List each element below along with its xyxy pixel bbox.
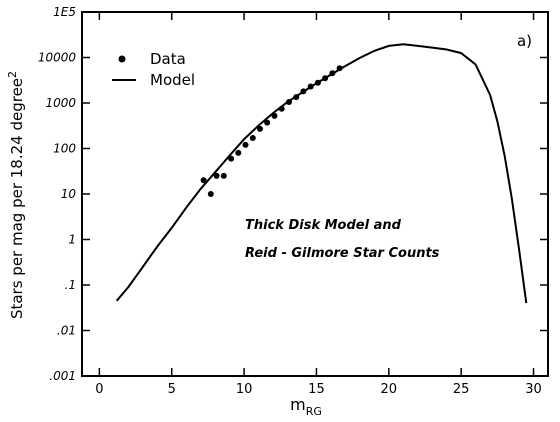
data-point [228, 155, 235, 162]
data-point [336, 65, 343, 72]
x-tick-label: 20 [381, 382, 398, 397]
panel-label: a) [517, 32, 532, 50]
data-point [307, 83, 314, 90]
y-tick-label: 10 [61, 187, 77, 201]
data-point [278, 105, 285, 112]
y-axis-ticks: .001 .01 .1 1 10 100 1000 10000 1E5 [38, 5, 548, 383]
data-point [207, 191, 214, 197]
y-tick-label: .001 [49, 369, 76, 383]
y-tick-label: 1 [68, 233, 76, 247]
y-axis-label-main: Stars per mag per 18.24 degree [8, 78, 26, 319]
y-tick-label: 100 [53, 142, 76, 156]
y-tick-label: .01 [57, 324, 76, 338]
x-tick-label: 25 [453, 382, 470, 397]
annotation-line-1: Thick Disk Model and [245, 218, 402, 233]
data-point [322, 75, 329, 82]
x-tick-label: 5 [168, 382, 176, 397]
data-point [249, 135, 256, 141]
y-tick-label: 10000 [38, 51, 77, 65]
data-point [329, 70, 336, 77]
x-axis-label-main: m [290, 395, 306, 414]
data-point [220, 172, 227, 179]
y-tick-label: .1 [65, 278, 76, 292]
annotation-line-2: Reid - Gilmore Star Counts [245, 246, 440, 261]
data-point [257, 125, 263, 132]
y-axis-label-sup: 2 [6, 71, 19, 78]
y-axis-label: Stars per mag per 18.24 degree2 [6, 71, 26, 319]
legend-data-label: Data [150, 50, 186, 68]
data-point [293, 94, 300, 101]
legend: Data Model [112, 50, 195, 89]
data-point [300, 88, 307, 95]
x-tick-label: 0 [95, 382, 103, 397]
data-point [213, 172, 220, 179]
data-point [242, 141, 249, 148]
x-tick-label: 30 [525, 382, 542, 397]
data-point [314, 79, 321, 86]
x-axis-ticks: 0 5 10 15 20 25 30 [95, 12, 542, 397]
data-point [271, 112, 278, 119]
data-point [200, 177, 207, 184]
legend-model-label: Model [150, 71, 195, 89]
data-point [235, 149, 242, 156]
x-axis-label-sub: RG [306, 405, 322, 418]
data-point [264, 119, 271, 126]
legend-data-marker [118, 55, 126, 63]
x-tick-label: 10 [236, 382, 253, 397]
x-axis-label: mRG [290, 395, 322, 418]
y-tick-label: 1000 [45, 96, 76, 110]
data-point [286, 99, 292, 105]
x-tick-label: 15 [308, 382, 325, 397]
data-points [200, 65, 343, 197]
y-tick-label: 1E5 [53, 5, 76, 19]
